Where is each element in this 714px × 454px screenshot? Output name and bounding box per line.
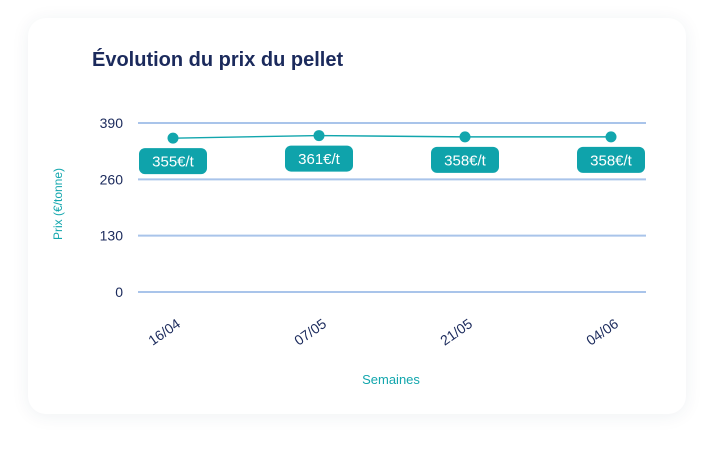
data-label-text: 361€/t [298,151,341,168]
data-label: 358€/t [577,146,645,173]
y-tick-label: 260 [100,171,124,187]
data-point [167,132,179,144]
y-tick-label: 0 [115,284,123,300]
line-chart: 0 130 260 390 16/04 07/05 21/05 04/06 355€/t 36… [51,115,646,387]
data-label: 355€/t [139,148,207,175]
x-tick-labels: 16/04 07/05 21/05 04/06 [145,315,621,348]
gridlines [138,122,646,293]
data-point [459,131,471,143]
series-line [167,130,617,144]
data-label-badge [285,145,353,172]
data-label-text: 358€/t [444,152,487,169]
data-label-badge [431,146,499,173]
x-axis-title: Semaines [362,372,420,387]
x-tick-label: 21/05 [437,315,475,348]
data-labels: 355€/t 361€/t 358€/t 358€/t [139,145,645,175]
y-axis-title: Prix (€/tonne) [51,168,65,240]
y-tick-labels: 0 130 260 390 [100,115,124,300]
chart-card: Évolution du prix du pellet 0 130 260 390 1… [28,18,686,414]
data-label-text: 355€/t [152,154,195,171]
y-tick-label: 390 [100,115,124,131]
x-tick-label: 16/04 [145,315,183,348]
x-tick-label: 07/05 [291,315,329,348]
data-label-text: 358€/t [590,152,633,169]
series-line-path [172,134,611,139]
x-tick-label: 04/06 [583,315,621,348]
chart-title: Évolution du prix du pellet [92,49,344,71]
data-label-badge [139,148,207,175]
data-label: 361€/t [285,145,353,172]
y-tick-label: 130 [100,228,124,244]
data-point [605,131,617,143]
data-label-badge [577,146,645,173]
data-point [313,130,325,142]
data-label: 358€/t [431,146,499,173]
